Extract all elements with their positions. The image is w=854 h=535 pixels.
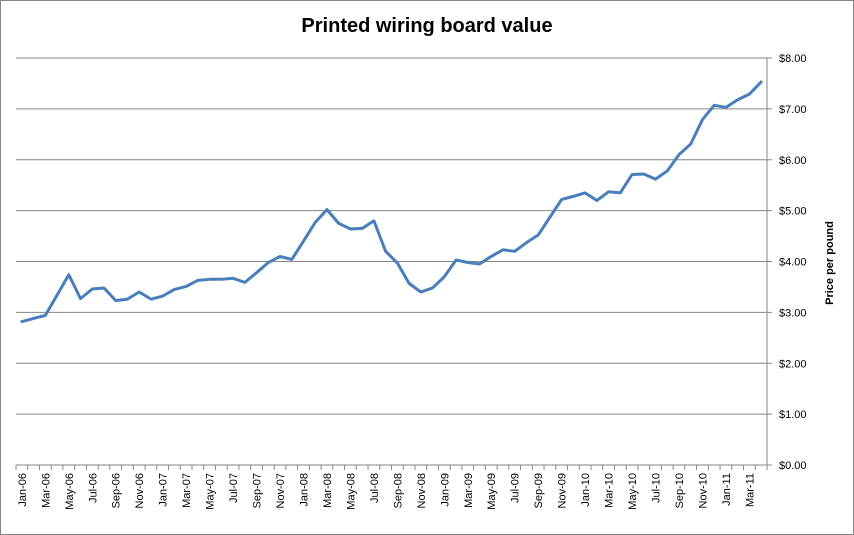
x-tick-label: Nov-08 (416, 473, 428, 508)
y-tick-label: $2.00 (779, 358, 807, 370)
x-tick-label: Mar-10 (604, 473, 616, 508)
x-tick-label: Mar-08 (322, 473, 334, 508)
x-tick-label: Mar-06 (40, 473, 52, 508)
x-tick-label: Jan-06 (17, 473, 29, 507)
y-tick-label: $3.00 (779, 307, 807, 319)
x-tick-label: Nov-06 (134, 473, 146, 508)
x-tick-label: Nov-07 (275, 473, 287, 508)
y-tick-label: $4.00 (779, 257, 807, 269)
x-tick-label: May-07 (205, 473, 217, 510)
x-tick-label: May-10 (627, 473, 639, 510)
x-tick-label: May-09 (486, 473, 498, 510)
x-tick-label: Jan-10 (580, 473, 592, 507)
y-axis-label: Price per pound (824, 221, 836, 305)
x-tick-label: Jan-09 (439, 473, 451, 507)
x-tick-label: Sep-08 (392, 473, 404, 508)
y-tick-label: $7.00 (779, 104, 807, 116)
y-tick-label: $1.00 (779, 409, 807, 421)
x-tick-label: Jan-08 (298, 473, 310, 507)
x-tick-label: May-06 (64, 473, 76, 510)
y-tick-label: $5.00 (779, 206, 807, 218)
x-tick-label: Jan-11 (721, 473, 733, 506)
x-tick-label: Jul-08 (369, 473, 381, 503)
x-tick-label: Mar-09 (463, 473, 475, 508)
x-tick-label: Jul-10 (651, 473, 663, 503)
chart-title: Printed wiring board value (301, 15, 553, 37)
x-tick-label: Mar-11 (744, 473, 756, 507)
x-tick-label: Sep-06 (111, 473, 123, 508)
x-tick-label: Nov-10 (697, 473, 709, 508)
y-tick-label: $8.00 (779, 53, 807, 65)
x-tick-label: Jan-07 (158, 473, 170, 507)
x-tick-label: Jul-09 (510, 473, 522, 503)
x-tick-label: Sep-07 (252, 473, 264, 508)
x-tick-label: May-08 (345, 473, 357, 510)
y-tick-label: $0.00 (779, 460, 807, 472)
y-tick-label: $6.00 (779, 155, 807, 167)
x-tick-label: Sep-09 (533, 473, 545, 508)
series-line (20, 80, 763, 324)
x-tick-label: Mar-07 (181, 473, 193, 508)
x-tick-label: Sep-10 (674, 473, 686, 508)
x-tick-label: Jul-07 (228, 473, 240, 503)
x-tick-label: Nov-09 (557, 473, 569, 508)
x-tick-label: Jul-06 (87, 473, 99, 503)
